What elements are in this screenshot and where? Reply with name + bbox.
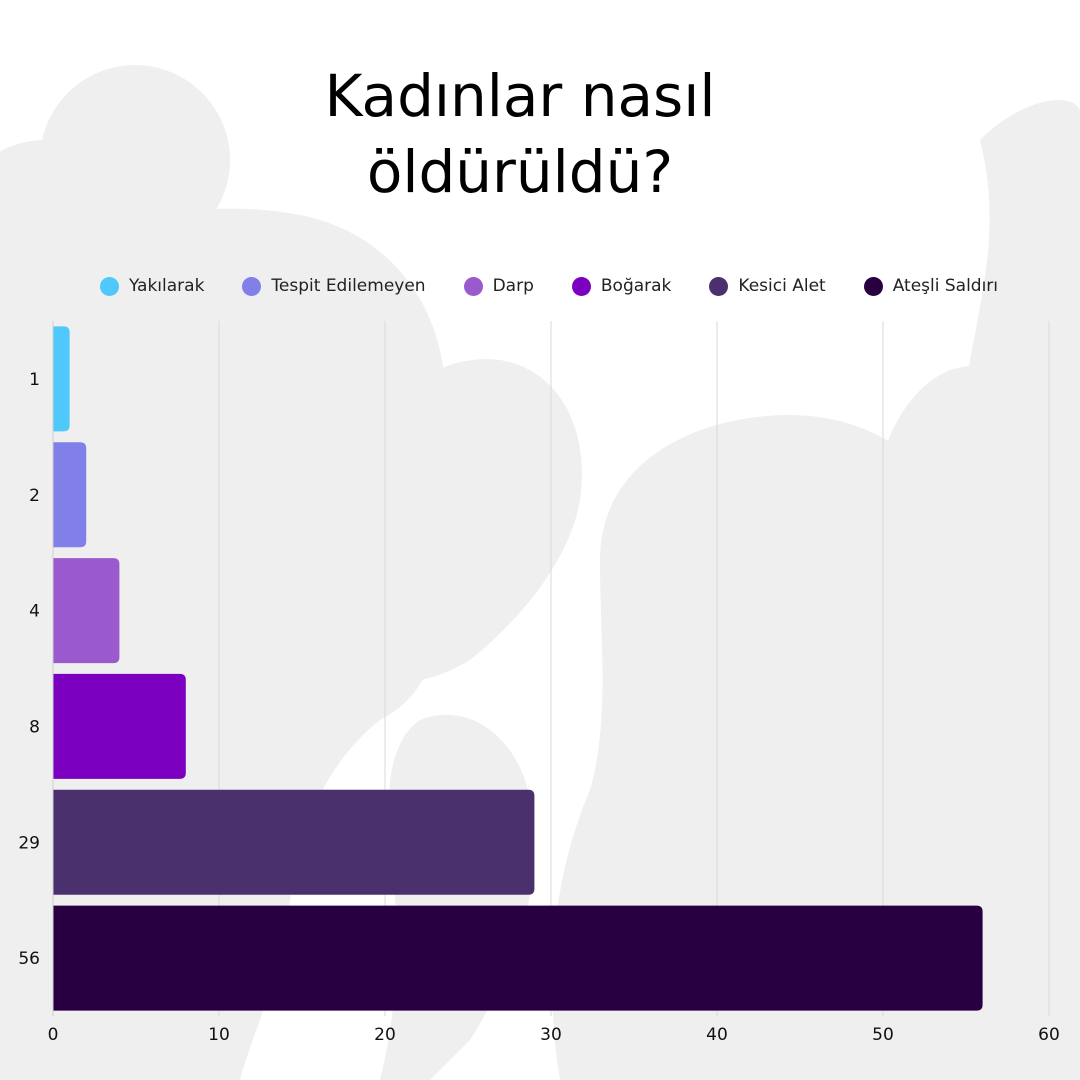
legend-label: Yakılarak (129, 276, 205, 296)
legend-label: Ateşli Saldırı (892, 276, 999, 296)
bar-1 (53, 326, 70, 432)
bar-8 (53, 673, 186, 779)
y-tick-label: 8 (29, 717, 40, 737)
y-tick-label: 56 (18, 949, 40, 969)
x-tick-label: 20 (374, 1025, 396, 1045)
legend-swatch (463, 276, 483, 296)
legend-item-yakilarak: Yakılarak (100, 276, 204, 296)
bar-29 (53, 789, 535, 895)
chart-title-line-2: öldürüldü? (366, 138, 674, 206)
chart-legend: Yakılarak Tespit Edilemeyen Darp Boğarak… (100, 272, 998, 300)
legend-label: Darp (492, 276, 534, 296)
y-tick-label: 4 (29, 602, 40, 622)
bar-2 (53, 442, 87, 548)
x-tick-label: 50 (872, 1025, 894, 1045)
legend-label: Tespit Edilemeyen (271, 276, 426, 296)
legend-item-tespit-edilemeyen: Tespit Edilemeyen (242, 276, 426, 296)
legend-swatch (100, 276, 119, 296)
x-tick-label: 0 (48, 1025, 59, 1045)
legend-label: Boğarak (600, 276, 672, 296)
bar-56 (53, 905, 983, 1011)
x-tick-label: 10 (208, 1025, 230, 1045)
x-tick-label: 30 (540, 1025, 562, 1045)
y-tick-label: 29 (18, 833, 40, 853)
legend-swatch (709, 276, 729, 296)
chart-title: Kadınlar nasıl öldürüldü? (0, 58, 1040, 210)
legend-swatch (242, 276, 262, 296)
legend-item-bogarak: Boğarak (571, 276, 672, 296)
legend-label: Kesici Alet (738, 276, 826, 296)
x-tick-label: 40 (706, 1025, 728, 1045)
legend-item-atesli-saldiri: Ateşli Saldırı (863, 276, 999, 296)
x-tick-label: 60 (1038, 1025, 1060, 1045)
legend-swatch (863, 276, 883, 296)
chart-title-line-1: Kadınlar nasıl (324, 62, 716, 130)
legend-item-darp: Darp (463, 276, 534, 296)
y-tick-label: 2 (29, 486, 40, 506)
y-tick-label: 1 (29, 370, 40, 390)
legend-item-kesici-alet: Kesici Alet (709, 276, 826, 296)
legend-swatch (571, 276, 591, 296)
bar-4 (53, 558, 120, 664)
